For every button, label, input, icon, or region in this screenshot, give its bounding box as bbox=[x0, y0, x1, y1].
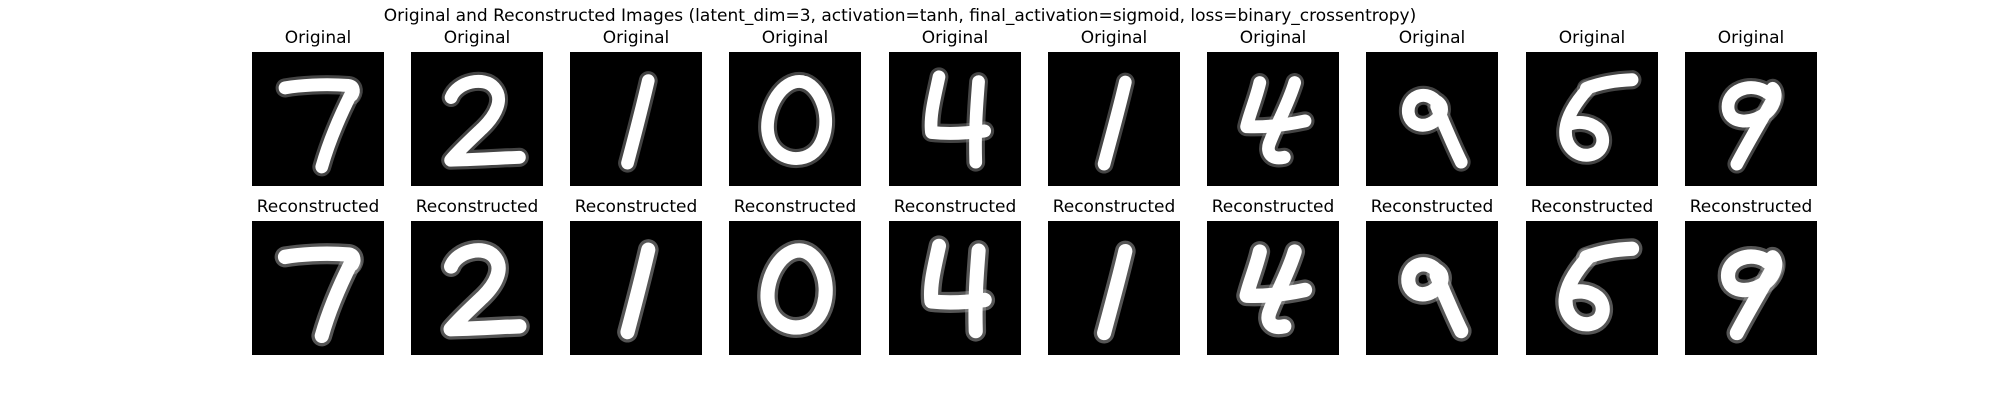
original-title-5: Original bbox=[921, 28, 989, 48]
reconstructed-digit-image-9 bbox=[1526, 221, 1658, 355]
original-digit-image-7 bbox=[1207, 52, 1339, 186]
reconstructed-title-6: Reconstructed bbox=[1052, 197, 1176, 217]
original-digit-image-1 bbox=[252, 52, 384, 186]
figure-title: Original and Reconstructed Images (laten… bbox=[383, 6, 1417, 26]
original-digit-image-8 bbox=[1366, 52, 1498, 186]
original-title-8: Original bbox=[1398, 28, 1466, 48]
original-digit-image-5 bbox=[889, 52, 1021, 186]
original-title-3: Original bbox=[602, 28, 670, 48]
reconstructed-digit-image-5 bbox=[889, 221, 1021, 355]
reconstructed-title-8: Reconstructed bbox=[1370, 197, 1494, 217]
original-digit-image-6 bbox=[1048, 52, 1180, 186]
reconstructed-digit-image-4 bbox=[729, 221, 861, 355]
original-digit-image-3 bbox=[570, 52, 702, 186]
original-title-4: Original bbox=[761, 28, 829, 48]
original-title-9: Original bbox=[1558, 28, 1626, 48]
original-title-7: Original bbox=[1239, 28, 1307, 48]
original-title-10: Original bbox=[1717, 28, 1785, 48]
original-title-6: Original bbox=[1080, 28, 1148, 48]
reconstructed-digit-image-3 bbox=[570, 221, 702, 355]
reconstructed-digit-image-6 bbox=[1048, 221, 1180, 355]
reconstructed-digit-image-8 bbox=[1366, 221, 1498, 355]
reconstructed-digit-image-7 bbox=[1207, 221, 1339, 355]
original-digit-image-10 bbox=[1685, 52, 1817, 186]
reconstructed-title-9: Reconstructed bbox=[1530, 197, 1654, 217]
reconstructed-title-2: Reconstructed bbox=[415, 197, 539, 217]
reconstructed-title-10: Reconstructed bbox=[1689, 197, 1813, 217]
reconstructed-title-1: Reconstructed bbox=[256, 197, 380, 217]
reconstructed-digit-image-1 bbox=[252, 221, 384, 355]
original-digit-image-9 bbox=[1526, 52, 1658, 186]
original-digit-image-4 bbox=[729, 52, 861, 186]
reconstructed-title-4: Reconstructed bbox=[733, 197, 857, 217]
reconstructed-title-5: Reconstructed bbox=[893, 197, 1017, 217]
reconstructed-digit-image-10 bbox=[1685, 221, 1817, 355]
original-title-2: Original bbox=[443, 28, 511, 48]
original-digit-image-2 bbox=[411, 52, 543, 186]
reconstructed-digit-image-2 bbox=[411, 221, 543, 355]
reconstructed-title-7: Reconstructed bbox=[1211, 197, 1335, 217]
original-title-1: Original bbox=[284, 28, 352, 48]
reconstructed-title-3: Reconstructed bbox=[574, 197, 698, 217]
